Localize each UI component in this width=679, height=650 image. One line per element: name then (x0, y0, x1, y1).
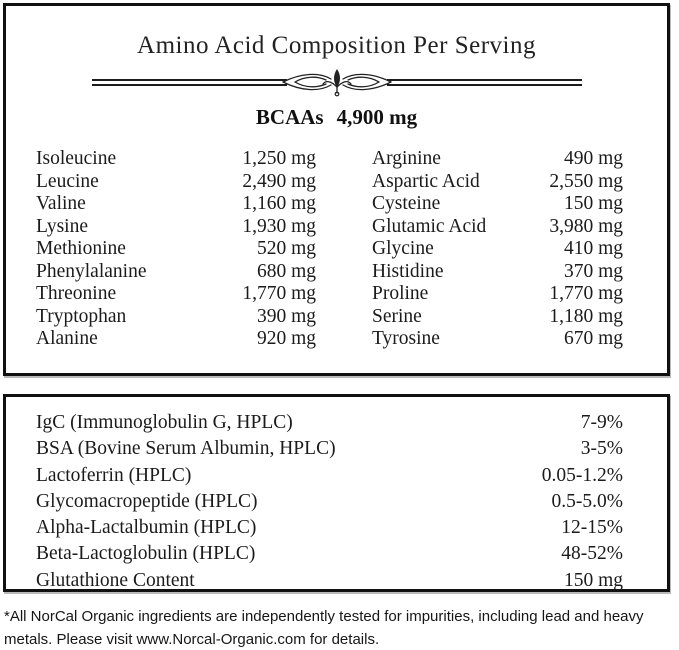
amino-acid-value: 1,770 mg (549, 283, 623, 304)
panel-title: Amino Acid Composition Per Serving (137, 32, 536, 59)
amino-acid-row: Serine 1,180 mg (372, 306, 623, 329)
amino-acid-name: Valine (36, 193, 86, 214)
ornamental-divider (91, 67, 582, 97)
amino-acid-row: Alanine 920 mg (36, 328, 316, 351)
amino-acid-value: 2,490 mg (242, 170, 316, 192)
amino-col-right: Arginine 490 mg Aspartic Acid 2,550 mg C… (372, 148, 623, 351)
protein-fraction-row: IgC (Immunoglobulin G, HPLC) 7-9% (36, 410, 623, 436)
amino-acid-value: 150 mg (563, 193, 623, 214)
protein-fraction-name: Glycomacropeptide (HPLC) (36, 490, 258, 512)
protein-fraction-row: BSA (Bovine Serum Albumin, HPLC) 3-5% (36, 436, 623, 462)
amino-acid-value: 1,930 mg (242, 215, 316, 237)
amino-acid-name: Isoleucine (36, 148, 117, 169)
protein-fraction-row: Lactoferrin (HPLC) 0.05-1.2% (36, 463, 623, 489)
bcaa-total: BCAAs 4,900 mg (6, 105, 667, 129)
amino-acid-row: Glutamic Acid 3,980 mg (372, 216, 623, 239)
amino-acid-name: Phenylalanine (36, 260, 147, 282)
amino-acid-name: Arginine (372, 148, 441, 169)
protein-fraction-value: 0.5-5.0% (551, 490, 624, 512)
protein-fraction-value: 3-5% (580, 438, 623, 460)
amino-acid-name: Cysteine (372, 193, 441, 214)
amino-acid-row: Proline 1,770 mg (372, 283, 623, 306)
amino-acid-value: 490 mg (563, 148, 623, 169)
amino-acid-name: Threonine (36, 283, 117, 304)
amino-acid-name: Leucine (36, 170, 99, 192)
amino-acid-name: Tryptophan (36, 305, 127, 327)
amino-acid-value: 390 mg (256, 305, 316, 327)
protein-fraction-row: Glycomacropeptide (HPLC) 0.5-5.0% (36, 489, 623, 515)
amino-acid-name: Aspartic Acid (372, 170, 480, 192)
amino-acid-name: Proline (372, 283, 429, 304)
divider-line-left (91, 78, 287, 86)
amino-acid-row: Isoleucine 1,250 mg (36, 148, 316, 171)
amino-acid-value: 920 mg (256, 328, 316, 349)
protein-fraction-name: BSA (Bovine Serum Albumin, HPLC) (36, 438, 336, 460)
amino-acid-row: Methionine 520 mg (36, 238, 316, 261)
amino-acid-value: 370 mg (563, 260, 623, 282)
amino-col-left: Isoleucine 1,250 mg Leucine 2,490 mg Val… (36, 148, 316, 351)
amino-acid-row: Threonine 1,770 mg (36, 283, 316, 306)
bcaa-label: BCAAs (255, 105, 324, 129)
amino-acid-row: Valine 1,160 mg (36, 193, 316, 216)
protein-fraction-row: Alpha-Lactalbumin (HPLC) 12-15% (36, 515, 623, 541)
amino-acid-row: Histidine 370 mg (372, 261, 623, 284)
protein-fractions-list: IgC (Immunoglobulin G, HPLC) 7-9% BSA (B… (36, 410, 623, 594)
amino-acid-row: Leucine 2,490 mg (36, 171, 316, 194)
amino-acid-value: 680 mg (256, 260, 316, 282)
amino-acid-row: Tryptophan 390 mg (36, 306, 316, 329)
protein-fraction-name: Lactoferrin (HPLC) (36, 464, 192, 486)
amino-acid-row: Aspartic Acid 2,550 mg (372, 171, 623, 194)
protein-fraction-value: 0.05-1.2% (541, 464, 623, 486)
protein-fraction-row: Glutathione Content 150 mg (36, 568, 623, 594)
amino-acid-name: Glycine (372, 238, 434, 259)
fleur-ornament-icon (281, 69, 392, 97)
amino-acid-value: 3,980 mg (549, 215, 623, 237)
amino-acid-panel: Amino Acid Composition Per Serving (3, 3, 670, 376)
bcaa-value: 4,900 mg (336, 105, 418, 129)
amino-acid-value: 1,770 mg (242, 283, 316, 304)
amino-acid-name: Methionine (36, 238, 126, 259)
amino-acid-row: Cysteine 150 mg (372, 193, 623, 216)
amino-acid-name: Tyrosine (372, 328, 440, 349)
amino-acid-row: Phenylalanine 680 mg (36, 261, 316, 284)
protein-fraction-name: Glutathione Content (36, 569, 195, 591)
amino-acid-value: 520 mg (256, 238, 316, 259)
protein-fraction-value: 150 mg (563, 569, 623, 591)
protein-fraction-row: Beta-Lactoglobulin (HPLC) 48-52% (36, 541, 623, 567)
amino-acid-value: 670 mg (563, 328, 623, 349)
divider-line-right (386, 78, 582, 86)
footnote-text: *All NorCal Organic ingredients are inde… (4, 608, 644, 648)
amino-acid-table: Isoleucine 1,250 mg Leucine 2,490 mg Val… (36, 148, 623, 351)
protein-fractions-panel: IgC (Immunoglobulin G, HPLC) 7-9% BSA (B… (3, 394, 670, 592)
amino-acid-value: 410 mg (563, 238, 623, 259)
amino-acid-value: 1,160 mg (242, 193, 316, 214)
amino-acid-value: 2,550 mg (549, 170, 623, 192)
protein-fraction-name: Alpha-Lactalbumin (HPLC) (36, 517, 257, 539)
amino-acid-row: Tyrosine 670 mg (372, 328, 623, 351)
amino-acid-row: Glycine 410 mg (372, 238, 623, 261)
amino-acid-name: Lysine (36, 215, 88, 237)
amino-acid-name: Serine (372, 305, 422, 327)
amino-acid-name: Glutamic Acid (372, 215, 487, 237)
protein-fraction-name: IgC (Immunoglobulin G, HPLC) (36, 412, 293, 433)
amino-acid-name: Histidine (372, 260, 444, 282)
amino-acid-value: 1,180 mg (549, 305, 623, 327)
protein-fraction-name: Beta-Lactoglobulin (HPLC) (36, 543, 256, 565)
protein-fraction-value: 12-15% (561, 517, 623, 539)
protein-fraction-value: 7-9% (580, 412, 623, 433)
protein-fraction-value: 48-52% (561, 543, 623, 565)
amino-acid-row: Lysine 1,930 mg (36, 216, 316, 239)
amino-acid-row: Arginine 490 mg (372, 148, 623, 171)
amino-acid-name: Alanine (36, 328, 98, 349)
amino-acid-value: 1,250 mg (242, 148, 316, 169)
